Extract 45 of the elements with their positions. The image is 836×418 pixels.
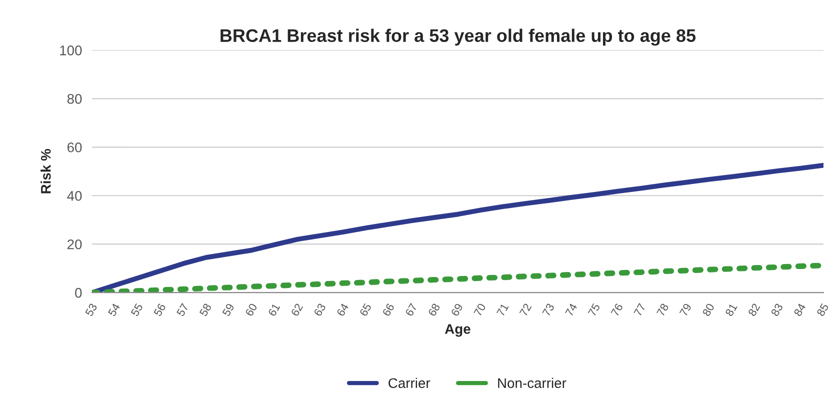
y-tick-label: 80: [67, 94, 82, 104]
x-tick-label: 68: [428, 302, 440, 317]
chart-title: BRCA1 Breast risk for a 53 year old female up to age 85: [220, 28, 696, 46]
x-tick-label: 55: [130, 302, 144, 317]
x-tick-label: 63: [314, 302, 326, 317]
y-tick-label: 40: [67, 190, 82, 201]
y-tick-label: 60: [67, 142, 82, 152]
line-series: [92, 162, 824, 293]
legend-label: Carrier: [388, 378, 430, 388]
x-tick-label: 76: [610, 302, 624, 317]
x-tick-label: 84: [794, 302, 806, 317]
x-tick-label: 85: [816, 302, 829, 317]
y-tick-label: 100: [60, 45, 82, 56]
x-tick-label: 54: [108, 302, 120, 317]
x-tick-label: 59: [222, 302, 235, 317]
x-tick-label: 70: [474, 302, 486, 317]
x-tick-label: 66: [382, 302, 395, 317]
x-tick-label: 74: [565, 302, 578, 317]
x-tick-label: 56: [153, 302, 166, 317]
x-tick-label: 83: [770, 302, 784, 317]
x-tick-label: 65: [359, 302, 372, 317]
y-tick-label: 20: [67, 239, 82, 250]
x-tick-label: 61: [268, 302, 280, 317]
x-tick-label: 75: [588, 302, 600, 317]
x-tick-label: 79: [679, 302, 692, 317]
x-tick-label: 78: [656, 302, 669, 317]
y-axis-title: Risk %: [40, 148, 51, 194]
y-tick-label: 0: [75, 288, 82, 298]
x-axis-title: Age: [444, 324, 470, 337]
x-tick-label: 64: [336, 302, 349, 317]
x-tick-label: 77: [634, 303, 646, 317]
x-tick-label: 81: [724, 302, 738, 317]
x-tick-label: 69: [450, 302, 464, 317]
x-tick-label: 67: [404, 302, 418, 317]
x-tick-label: 82: [748, 302, 760, 317]
x-tick-label: 73: [542, 302, 555, 317]
x-tick-label: 71: [496, 302, 509, 317]
x-tick-label: 53: [84, 302, 98, 317]
x-tick-label: 62: [290, 302, 304, 317]
x-tick-label: 72: [519, 302, 532, 317]
x-tick-label: 57: [176, 303, 189, 317]
x-tick-label: 80: [702, 302, 715, 317]
legend-label: Non-carrier: [498, 378, 566, 388]
x-tick-label: 58: [199, 302, 212, 317]
x-tick-label: 60: [244, 302, 258, 317]
